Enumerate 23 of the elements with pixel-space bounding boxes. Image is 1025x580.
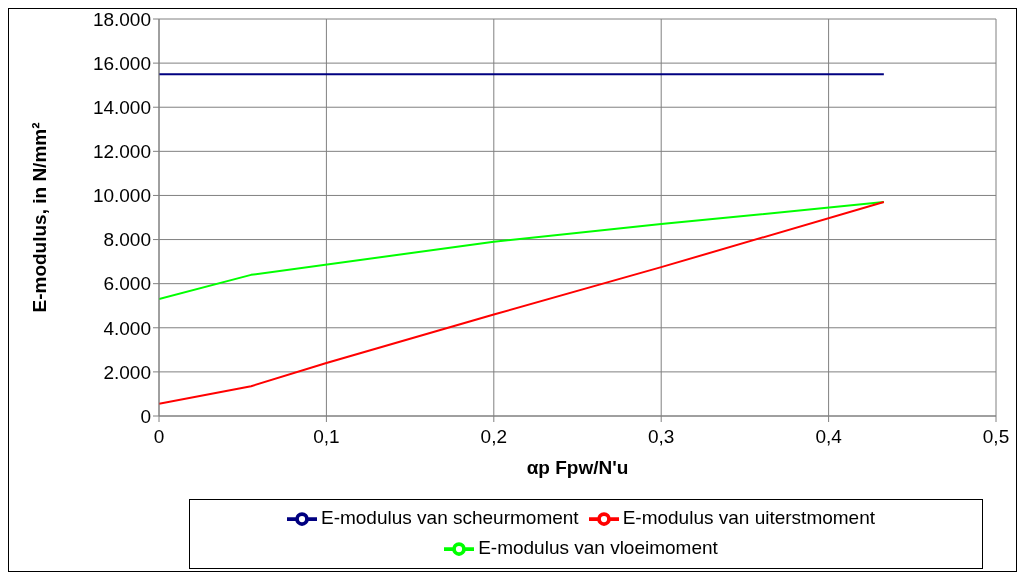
y-tick-label: 10.000 xyxy=(92,185,151,207)
x-tick-label: 0,3 xyxy=(647,426,675,448)
x-tick-label: 0,2 xyxy=(480,426,508,448)
y-tick-label: 14.000 xyxy=(92,96,151,118)
line-series xyxy=(159,201,885,405)
legend-label: E-modulus van uiterstmoment xyxy=(622,507,876,529)
y-tick-label: 0 xyxy=(140,405,151,427)
y-tick-label: 6.000 xyxy=(103,273,151,295)
y-tick-label: 8.000 xyxy=(103,229,151,251)
legend-label: E-modulus van scheurmoment xyxy=(320,507,579,529)
y-tick-label: 2.000 xyxy=(103,361,151,383)
x-tick-label: 0,1 xyxy=(313,426,340,448)
line-series xyxy=(159,201,885,301)
y-tick-label: 12.000 xyxy=(92,141,151,163)
legend-label: E-modulus van vloeimoment xyxy=(478,537,718,559)
x-tick-label: 0,4 xyxy=(815,426,843,448)
y-tick-label: 4.000 xyxy=(103,317,151,339)
y-tick-label: 18.000 xyxy=(92,8,151,30)
y-axis-title: E-modulus, in N/mm² xyxy=(28,122,50,313)
x-tick-label: 0,5 xyxy=(982,426,1010,448)
x-tick-label: 0 xyxy=(153,426,165,448)
x-axis-title: αp Fpw/N'u xyxy=(526,457,629,478)
y-tick-label: 16.000 xyxy=(92,52,151,74)
